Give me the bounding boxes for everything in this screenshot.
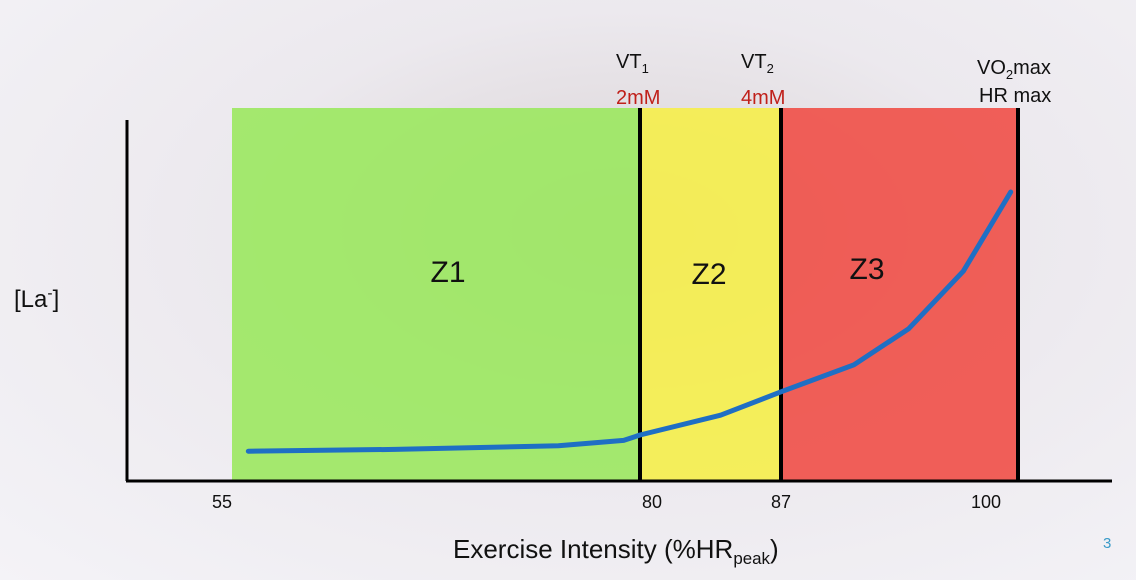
- x-tick-100: 100: [970, 492, 1002, 512]
- threshold-vo2max-label: VO2max: [977, 57, 1051, 82]
- x-axis-label: Exercise Intensity (%HRpeak): [453, 534, 779, 569]
- threshold-vt2-label: VT2: [741, 51, 774, 76]
- threshold-vt2-value: 4mM: [741, 87, 786, 109]
- zone-label-z2: Z2: [691, 258, 727, 291]
- threshold-vt1-value: 2mM: [616, 87, 661, 109]
- x-tick-87: 87: [770, 492, 792, 512]
- x-tick-55: 55: [211, 492, 233, 512]
- zone-z3: [781, 108, 1018, 480]
- zone-z1: [232, 108, 640, 480]
- threshold-vt1-label: VT1: [616, 51, 649, 76]
- x-tick-80: 80: [641, 492, 663, 512]
- page-number: 3: [1103, 535, 1112, 552]
- zone-z2: [640, 108, 781, 480]
- zone-label-z3: Z3: [849, 253, 885, 286]
- zone-label-z1: Z1: [430, 256, 466, 289]
- lactate-curve: [245, 189, 1014, 454]
- threshold-hrmax-label: HR max: [979, 85, 1052, 107]
- y-axis-label: [La-]: [14, 285, 60, 313]
